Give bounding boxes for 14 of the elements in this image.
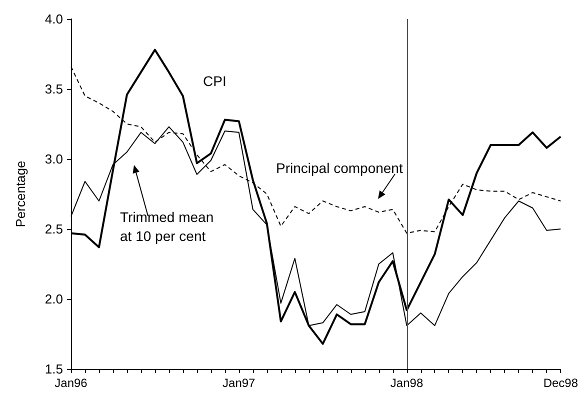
annotation: CPI — [203, 73, 226, 89]
y-tick-label: 3.5 — [44, 82, 63, 96]
x-tick-label: Jan97 — [222, 376, 256, 390]
x-tick-label: Jan96 — [54, 376, 88, 390]
y-axis-title: Percentage — [13, 160, 28, 228]
y-tick-label: 2.5 — [44, 222, 63, 236]
x-tick-label: Jan98 — [390, 376, 424, 390]
y-tick-label: 1.5 — [44, 362, 63, 376]
y-tick-label: 4.0 — [44, 12, 63, 26]
annotation: Principal component — [276, 160, 403, 176]
annotation: Trimmed mean at 10 per cent — [120, 209, 214, 244]
y-tick-label: 3.0 — [44, 152, 63, 166]
y-tick-label: 2.0 — [44, 292, 63, 306]
x-tick-label: Dec98 — [543, 376, 578, 390]
